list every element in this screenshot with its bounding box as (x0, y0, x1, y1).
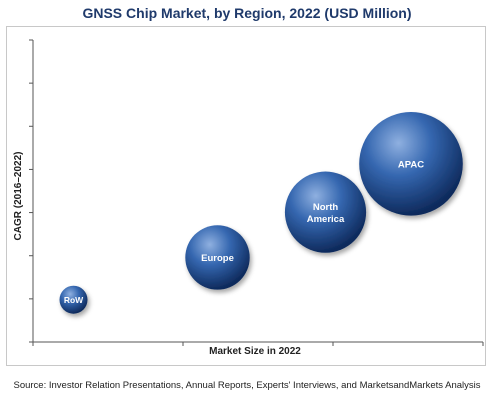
bubble-row (59, 285, 88, 314)
bubble-label: Europe (201, 253, 234, 264)
bubble-label: APAC (398, 159, 424, 170)
bubbles: RoW Europe North America APAC (59, 112, 463, 314)
bubble-apac (359, 112, 463, 216)
chart-title: GNSS Chip Market, by Region, 2022 (USD M… (82, 5, 412, 21)
source-note: Source: Investor Relation Presentations,… (13, 380, 481, 391)
bubble-europe (185, 225, 250, 290)
bubble-label: RoW (64, 295, 84, 305)
bubble-label: North America (307, 202, 345, 225)
axes (29, 39, 484, 346)
chart-frame (6, 26, 486, 366)
x-axis-label: Market Size in 2022 (209, 346, 301, 357)
bubble-north-america (284, 171, 367, 253)
y-axis-label: CAGR (2016–2022) (13, 152, 24, 241)
